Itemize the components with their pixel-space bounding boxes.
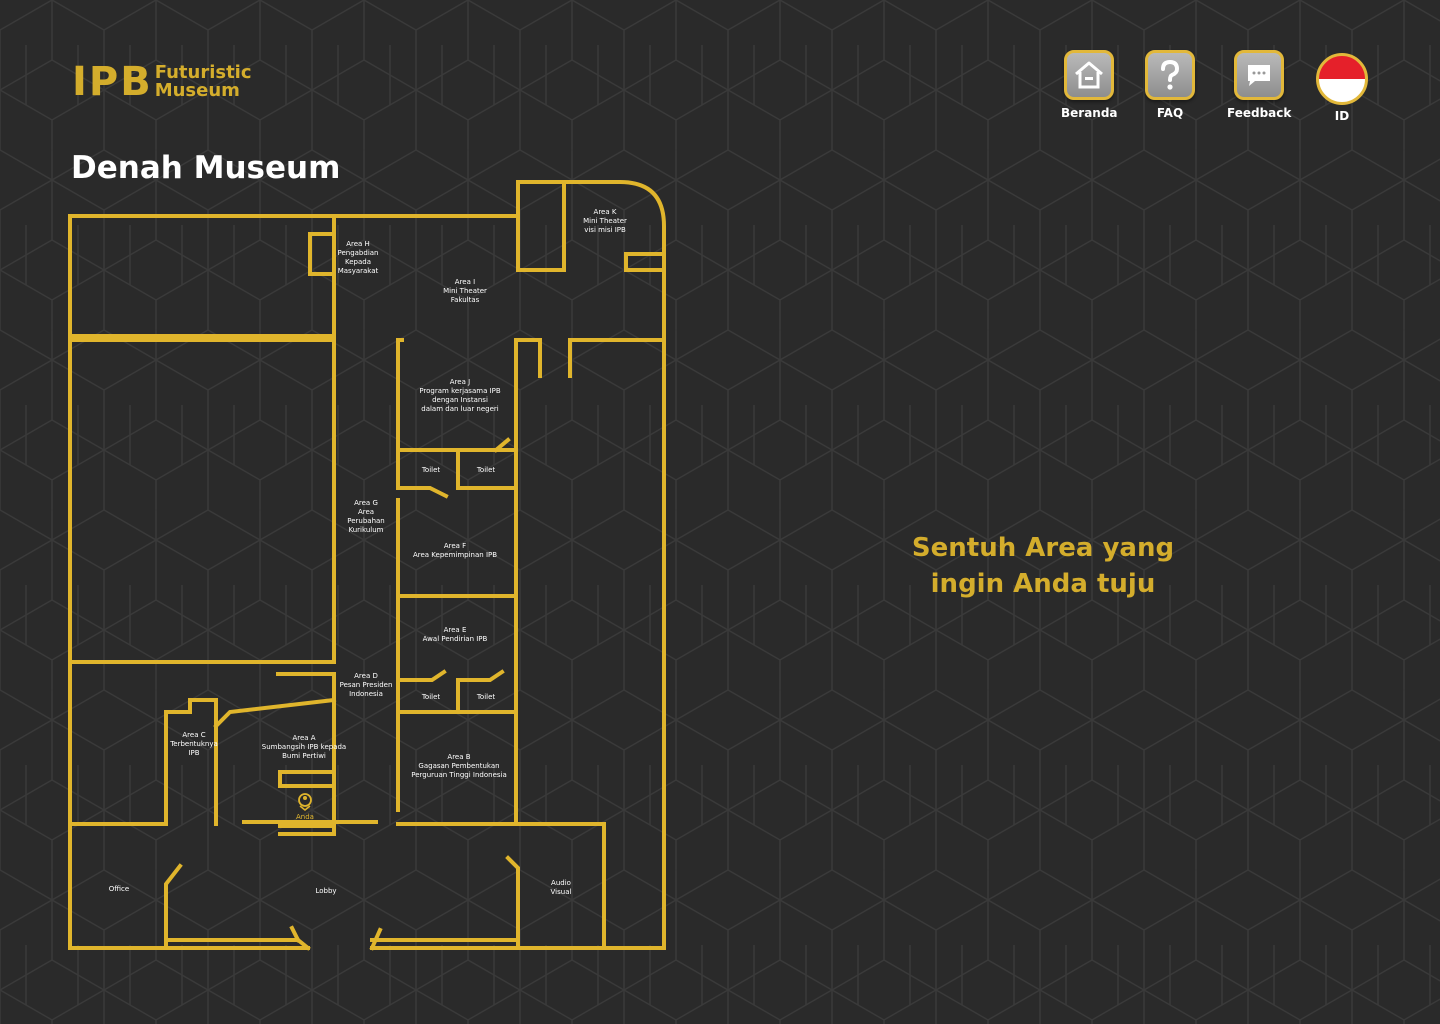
area-h-label-line: Kepada [345, 258, 371, 266]
area-k-label[interactable]: Area K Mini Theater visi misi IPB [583, 208, 627, 234]
area-c-label[interactable]: Area C Terbentuknya IPB [169, 731, 218, 757]
area-e-label[interactable]: Area E Awal Pendirian IPB [423, 626, 488, 643]
logo-subtitle: Futuristic Museum [155, 64, 252, 100]
question-icon [1161, 59, 1180, 90]
area-c-label-line: Terbentuknya [169, 740, 218, 748]
nav-language: ID [1316, 53, 1368, 123]
area-c-label-line: IPB [188, 749, 199, 757]
language-label: ID [1334, 109, 1350, 123]
chat-icon [1248, 65, 1271, 86]
area-d-label-line: Pesan Presiden [340, 681, 393, 689]
area-a-label-line: Area A [292, 734, 315, 742]
office-label-line: Office [109, 885, 129, 893]
area-h-label-line: Area H [346, 240, 370, 248]
area-g-label-line: Area [358, 508, 374, 516]
home-button[interactable] [1064, 50, 1115, 100]
home-icon [1075, 61, 1104, 89]
area-g-label-line: Kurikulum [349, 526, 384, 534]
logo-line-museum: Museum [154, 80, 240, 101]
nav-faq: FAQ [1145, 50, 1195, 120]
toilet-3-label-line: Toilet [421, 693, 441, 701]
area-i-label-line: Mini Theater [443, 287, 487, 295]
area-d-label-line: Area D [354, 672, 378, 680]
area-i-label-line: Area I [455, 278, 475, 286]
area-k-label-line: Mini Theater [583, 217, 627, 225]
toilet-3-label[interactable]: Toilet [421, 693, 441, 701]
office-label[interactable]: Office [109, 885, 129, 893]
nav-home: Beranda [1061, 50, 1118, 120]
you-are-here-label: Anda [296, 813, 314, 821]
toilet-2-label[interactable]: Toilet [476, 466, 496, 474]
area-k-label-line: Area K [594, 208, 617, 216]
area-i-label[interactable]: Area I Mini Theater Fakultas [443, 278, 487, 304]
area-j-label-line: dengan Instansi [432, 396, 488, 404]
lobby-label[interactable]: Lobby [315, 887, 336, 895]
audio-visual-label-line: Audio [551, 879, 571, 887]
touch-area-hint: Sentuh Area yang ingin Anda tuju [880, 530, 1206, 602]
logo-line-futuristic: Futuristic [154, 62, 252, 83]
indonesia-flag-icon[interactable] [1316, 53, 1368, 105]
area-h-label-line: Masyarakat [338, 267, 379, 275]
toilet-2-label-line: Toilet [476, 466, 496, 474]
home-label: Beranda [1061, 106, 1118, 120]
area-b-label[interactable]: Area B Gagasan Pembentukan Perguruan Tingg… [411, 753, 507, 779]
area-b-label-line: Area B [447, 753, 470, 761]
area-d-label[interactable]: Area D Pesan Presiden Indonesia [340, 672, 393, 698]
feedback-label: Feedback [1227, 106, 1292, 120]
toilet-1-label[interactable]: Toilet [421, 466, 441, 474]
floor-plan-walls [68, 180, 666, 951]
area-g-label-line: Area G [354, 499, 378, 507]
area-f-label-line: Area F [444, 542, 466, 550]
audio-visual-label-line: Visual [551, 888, 572, 896]
area-a-label-line: Sumbangsih IPB kepada [262, 743, 346, 751]
area-c-label-line: Area C [182, 731, 205, 739]
area-k-label-line: visi misi IPB [584, 226, 626, 234]
hint-line-1: Sentuh Area yang [911, 533, 1175, 563]
nav-feedback: Feedback [1227, 50, 1291, 120]
area-j-label-line: Area J [450, 378, 470, 386]
faq-button[interactable] [1145, 50, 1195, 100]
ipb-futuristic-museum-logo[interactable]: IPB Futuristic Museum [72, 62, 252, 102]
area-i-label-line: Fakultas [451, 296, 480, 304]
area-b-label-line: Perguruan Tinggi Indonesia [411, 771, 507, 779]
toilet-4-label-line: Toilet [476, 693, 496, 701]
area-f-label-line: Area Kepemimpinan IPB [413, 551, 497, 559]
logo-ipb-text: IPB [72, 59, 153, 105]
area-a-label-line: Bumi Pertiwi [282, 752, 326, 760]
area-g-label[interactable]: Area G Area Perubahan Kurikulum [347, 499, 385, 534]
toilet-1-label-line: Toilet [421, 466, 441, 474]
audio-visual-label[interactable]: Audio Visual [551, 879, 572, 896]
area-g-label-line: Perubahan [347, 517, 385, 525]
lobby-label-line: Lobby [315, 887, 336, 895]
area-e-label-line: Area E [444, 626, 467, 634]
you-are-here-marker: Anda [296, 793, 314, 821]
area-j-label-line: dalam dan luar negeri [421, 405, 499, 413]
hint-line-2: ingin Anda tuju [930, 569, 1156, 599]
area-d-label-line: Indonesia [349, 690, 383, 698]
feedback-button[interactable] [1234, 50, 1285, 100]
area-e-label-line: Awal Pendirian IPB [423, 635, 488, 643]
area-a-label[interactable]: Area A Sumbangsih IPB kepada Bumi Pertiwi [262, 734, 346, 760]
location-pin-icon [298, 793, 312, 812]
faq-label: FAQ [1156, 106, 1184, 120]
area-j-label-line: Program kerjasama IPB [419, 387, 501, 395]
area-h-label[interactable]: Area H Pengabdian Kepada Masyarakat [337, 240, 378, 275]
toilet-4-label[interactable]: Toilet [476, 693, 496, 701]
area-h-label-line: Pengabdian [337, 249, 378, 257]
area-j-label[interactable]: Area J Program kerjasama IPB dengan Instan… [419, 378, 501, 413]
page-title: Denah Museum [71, 150, 341, 186]
area-f-label[interactable]: Area F Area Kepemimpinan IPB [413, 542, 497, 559]
area-b-label-line: Gagasan Pembentukan [418, 762, 499, 770]
